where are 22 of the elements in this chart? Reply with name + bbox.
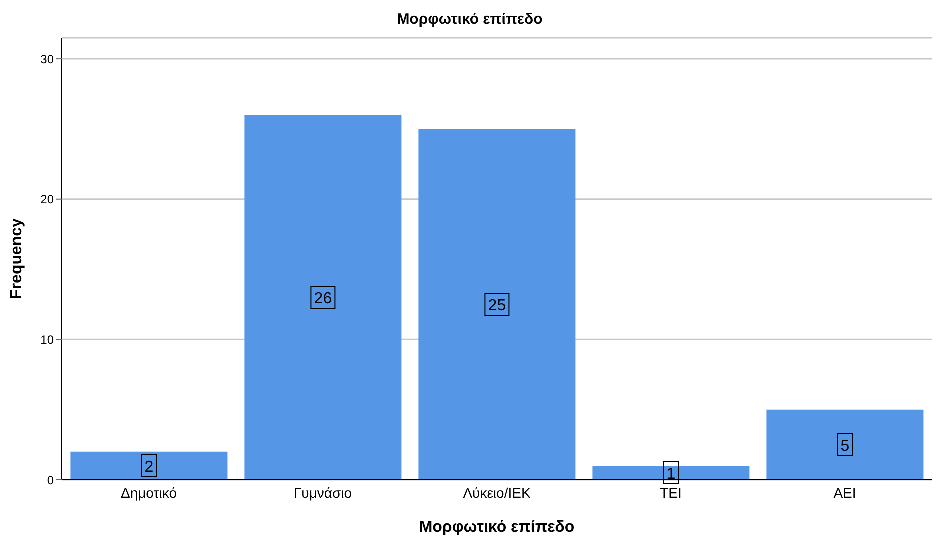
chart-title: Μορφωτικό επίπεδο [396, 10, 544, 30]
data-label: 25 [488, 298, 506, 315]
y-tick-label: 10 [40, 332, 54, 347]
bar [418, 129, 576, 480]
data-label: 26 [314, 290, 332, 308]
data-label: 5 [840, 438, 850, 455]
bar [592, 466, 750, 480]
bar [244, 115, 402, 480]
data-label: 2 [144, 458, 154, 476]
x-tick-label: ΑΕΙ [834, 484, 856, 501]
data-label: 1 [666, 466, 676, 483]
x-tick-label: ΤΕΙ [660, 484, 682, 501]
x-tick-label: Γυμνάσιο [294, 484, 352, 501]
x-axis-title: Μορφωτικό επίπεδο [419, 519, 575, 536]
x-tick-label: Δημοτικό [120, 484, 178, 501]
y-tick-label: 30 [40, 52, 54, 66]
y-axis-title: Frequency [8, 218, 26, 300]
bar [70, 452, 228, 480]
x-tick-label: Λύκειο/ΙΕΚ [463, 484, 532, 501]
y-tick-label: 0 [47, 473, 54, 488]
bar [766, 410, 924, 480]
y-tick-label: 20 [40, 192, 54, 207]
